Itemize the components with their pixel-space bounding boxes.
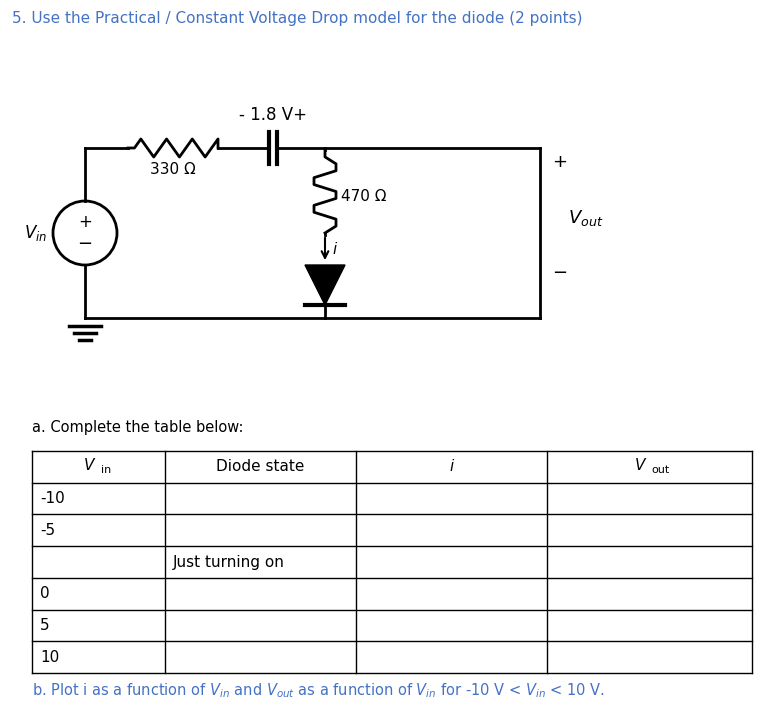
Text: 330 Ω: 330 Ω [150, 162, 196, 177]
Text: 0: 0 [40, 586, 50, 601]
Text: +: + [552, 153, 567, 171]
Text: - 1.8 V+: - 1.8 V+ [239, 106, 307, 124]
Text: −: − [552, 264, 567, 282]
Text: 5: 5 [40, 618, 50, 633]
Text: -5: -5 [40, 523, 55, 538]
Text: $V_{out}$: $V_{out}$ [568, 208, 604, 228]
Text: $V$: $V$ [634, 457, 647, 473]
Text: i: i [449, 459, 454, 474]
Text: 5. Use the Practical / Constant Voltage Drop model for the diode (2 points): 5. Use the Practical / Constant Voltage … [12, 11, 583, 26]
Text: out: out [652, 465, 670, 475]
Text: 10: 10 [40, 650, 60, 665]
Text: $V$: $V$ [84, 457, 97, 473]
Polygon shape [305, 265, 345, 305]
Text: Just turning on: Just turning on [173, 555, 285, 570]
Text: Diode state: Diode state [217, 459, 305, 474]
Text: -10: -10 [40, 491, 65, 506]
Text: in: in [101, 465, 111, 475]
Text: $V_{in}$: $V_{in}$ [24, 223, 47, 243]
Text: a. Complete the table below:: a. Complete the table below: [32, 420, 244, 435]
Text: i: i [332, 242, 336, 257]
Text: b. Plot i as a function of $V_{in}$ and $V_{out}$ as a function of $V_{in}$ for : b. Plot i as a function of $V_{in}$ and … [32, 681, 605, 699]
Text: 470 Ω: 470 Ω [341, 189, 386, 204]
Text: +: + [78, 213, 92, 231]
Text: −: − [77, 235, 93, 253]
